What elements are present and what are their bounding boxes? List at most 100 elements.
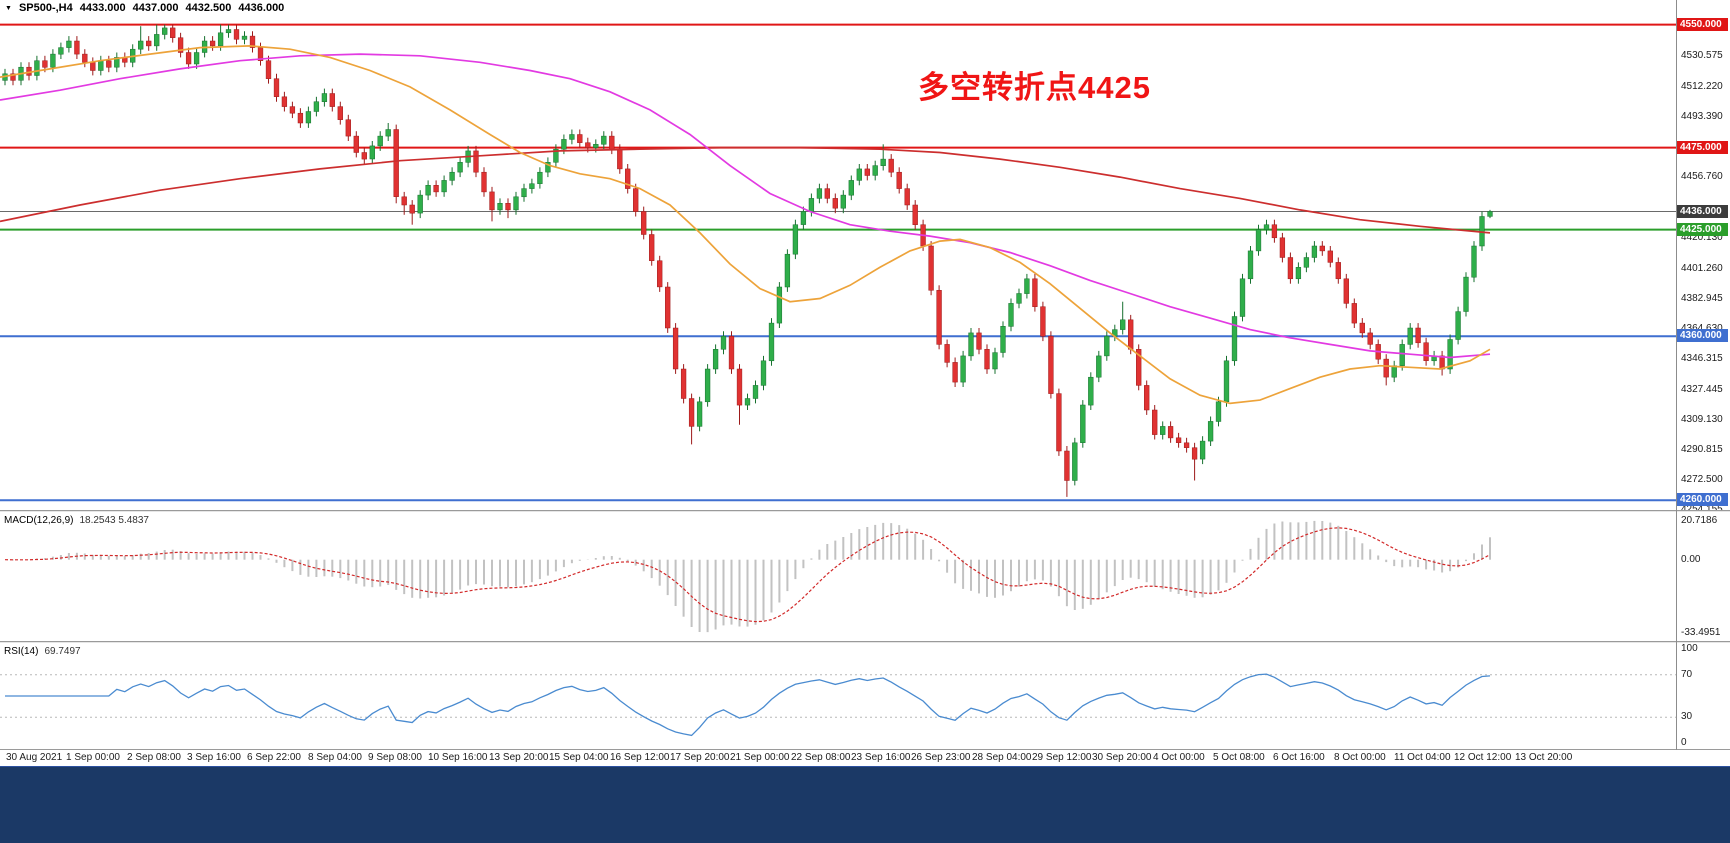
macd-axis[interactable]: 20.7186 0.00 -33.4951 bbox=[1677, 512, 1730, 641]
candle bbox=[840, 190, 846, 214]
panel-separator bbox=[0, 510, 1730, 512]
candle bbox=[1343, 273, 1349, 309]
candle bbox=[617, 144, 623, 174]
candle bbox=[1104, 331, 1110, 361]
candle bbox=[345, 114, 351, 141]
time-axis[interactable]: 30 Aug 2021 1 Sep 00:00 2 Sep 08:00 3 Sep 1… bbox=[0, 750, 1676, 766]
candle bbox=[545, 157, 551, 178]
symbol-dropdown-icon[interactable]: ▼ bbox=[5, 4, 12, 12]
candle bbox=[193, 47, 200, 69]
price-tag-4425.000: 4425.000 bbox=[1677, 223, 1728, 236]
macd-signal-line bbox=[4, 527, 1491, 623]
candle bbox=[1056, 388, 1062, 456]
candle bbox=[1487, 209, 1493, 219]
candle bbox=[1255, 224, 1262, 256]
candle bbox=[353, 131, 359, 158]
candle bbox=[665, 282, 671, 333]
candle bbox=[497, 198, 503, 215]
candle bbox=[385, 123, 391, 141]
price-axis-label: 4327.445 bbox=[1681, 384, 1723, 395]
candle bbox=[361, 147, 367, 164]
macd-axis-label: 0.00 bbox=[1681, 554, 1701, 565]
candle bbox=[720, 331, 727, 355]
price-axis-label: 4512.220 bbox=[1681, 81, 1723, 92]
candle bbox=[649, 229, 655, 266]
price-axis-label: 4456.760 bbox=[1681, 171, 1723, 182]
candle bbox=[680, 364, 687, 404]
ma-magenta bbox=[0, 53, 1491, 359]
candle bbox=[976, 328, 982, 355]
candle bbox=[1088, 372, 1094, 410]
candle bbox=[728, 331, 735, 374]
time-axis-label: 17 Sep 20:00 bbox=[670, 752, 730, 763]
price-tag-4550.000: 4550.000 bbox=[1677, 18, 1728, 31]
candle bbox=[1415, 323, 1421, 348]
price-axis-label: 4530.575 bbox=[1681, 50, 1723, 61]
quote-low: 4432.500 bbox=[185, 2, 232, 14]
time-axis-label: 1 Sep 00:00 bbox=[66, 752, 120, 763]
price-chart-canvas[interactable] bbox=[0, 0, 1676, 510]
candle bbox=[577, 129, 583, 148]
candle bbox=[433, 180, 439, 197]
candle bbox=[984, 344, 990, 374]
price-axis-label: 4309.130 bbox=[1681, 414, 1723, 425]
candle bbox=[146, 36, 152, 51]
candle bbox=[1144, 380, 1150, 415]
time-axis-label: 3 Sep 16:00 bbox=[187, 752, 241, 763]
rsi-panel-canvas[interactable] bbox=[0, 643, 1676, 749]
candle bbox=[473, 145, 479, 178]
candle bbox=[90, 57, 96, 76]
annotation-text[interactable]: 多空转折点4425 bbox=[918, 70, 1151, 105]
rsi-line bbox=[5, 673, 1491, 737]
candle bbox=[784, 249, 791, 292]
candle bbox=[744, 393, 751, 410]
price-axis-label: 4272.500 bbox=[1681, 474, 1723, 485]
candle bbox=[1391, 360, 1397, 383]
ma-red-slow bbox=[0, 146, 1491, 234]
time-axis-label: 8 Sep 04:00 bbox=[308, 752, 362, 763]
candle bbox=[625, 164, 631, 194]
candle bbox=[209, 36, 216, 51]
rsi-axis-label: 100 bbox=[1681, 643, 1698, 654]
time-axis-label: 8 Oct 00:00 bbox=[1334, 752, 1386, 763]
time-axis-label: 6 Oct 16:00 bbox=[1273, 752, 1325, 763]
panel-separator bbox=[0, 749, 1730, 750]
candle bbox=[185, 47, 192, 69]
candle bbox=[848, 175, 854, 201]
candle bbox=[377, 131, 383, 151]
candle bbox=[457, 157, 463, 178]
candle bbox=[1160, 421, 1166, 440]
candle bbox=[1000, 321, 1006, 358]
macd-name: MACD(12,26,9) bbox=[4, 515, 74, 526]
candle bbox=[10, 68, 16, 86]
macd-panel-canvas[interactable] bbox=[0, 512, 1676, 641]
price-axis[interactable]: 4530.575 4512.220 4493.390 4456.760 4420.130… bbox=[1677, 0, 1730, 515]
candle bbox=[569, 129, 575, 145]
candle bbox=[928, 241, 934, 296]
price-axis-label: 4290.815 bbox=[1681, 444, 1723, 455]
time-axis-label: 6 Sep 22:00 bbox=[247, 752, 301, 763]
rsi-values: 69.7497 bbox=[44, 646, 81, 657]
candle bbox=[225, 24, 232, 38]
candle bbox=[521, 183, 527, 202]
candle bbox=[1295, 262, 1302, 284]
ma-orange bbox=[0, 45, 1491, 405]
price-tag-4260.000: 4260.000 bbox=[1677, 493, 1728, 506]
candle bbox=[601, 131, 607, 150]
candle bbox=[529, 178, 535, 194]
macd-axis-label: 20.7186 bbox=[1681, 515, 1718, 526]
candle bbox=[1072, 437, 1078, 486]
candle bbox=[449, 167, 455, 186]
candles bbox=[2, 24, 1493, 497]
candle bbox=[1335, 257, 1341, 284]
rsi-axis[interactable]: 100 70 30 0 bbox=[1677, 643, 1730, 749]
candle bbox=[409, 200, 415, 225]
candle bbox=[633, 183, 639, 217]
candle bbox=[1136, 344, 1142, 391]
candle bbox=[58, 42, 64, 59]
candle bbox=[768, 318, 775, 366]
price-tag-4475.000: 4475.000 bbox=[1677, 141, 1728, 154]
candle bbox=[369, 141, 375, 164]
candle bbox=[888, 154, 894, 178]
